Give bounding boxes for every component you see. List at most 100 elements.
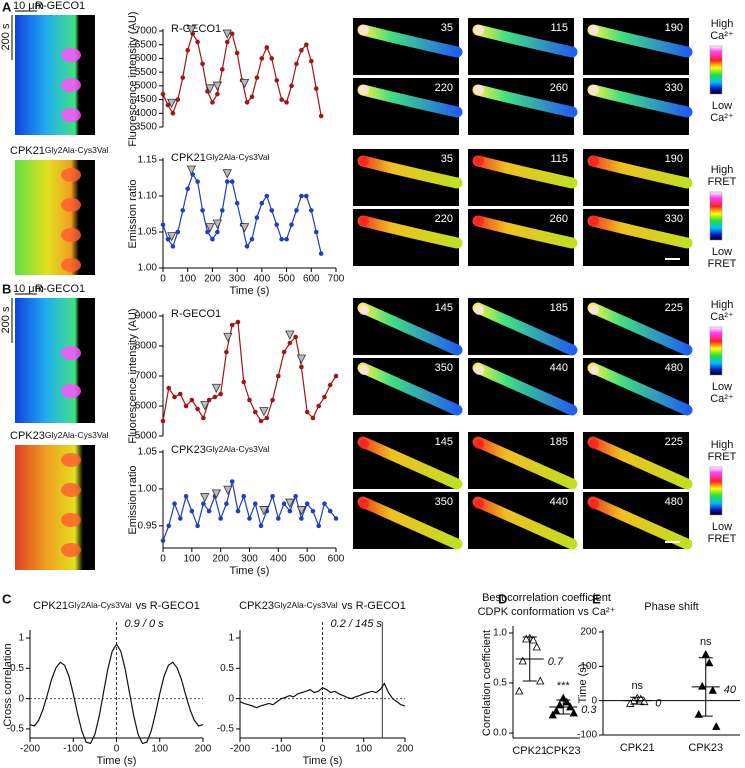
sd-bar [630, 696, 645, 705]
data-point [205, 229, 210, 235]
pollen-tube [587, 362, 693, 416]
y-tick-label: 0 [228, 693, 234, 704]
pollen-tip [589, 439, 599, 449]
x-tick-label: 200 [212, 554, 229, 565]
frame-time: 480 [665, 496, 683, 508]
pollen-tip [589, 499, 599, 509]
frame-marker [285, 330, 295, 340]
scale-label: 10 μm [13, 283, 44, 295]
data-point [170, 244, 176, 249]
data-point [333, 373, 339, 379]
x-tick-label: 500 [278, 274, 295, 285]
kymograph-label: CPK23Gly2Ala-Cys3Val [10, 430, 109, 442]
x-tick-label: CPK21 [620, 742, 655, 754]
data-point [201, 415, 206, 421]
y-tick-label: 7000 [135, 26, 158, 37]
data-point [626, 699, 635, 707]
frame-time: 185 [550, 436, 568, 448]
series-line [162, 173, 322, 254]
frame-time: 145 [435, 302, 453, 314]
series-name: CPK21 [171, 152, 206, 164]
kymograph-feature [61, 346, 81, 360]
kymograph-feature [61, 198, 81, 212]
colorbar [709, 45, 723, 95]
data-point [170, 110, 176, 116]
y-tick-label: 4500 [135, 94, 158, 105]
data-point [254, 75, 260, 80]
y-axis-label: Fluorescence intensity (AU) [127, 308, 139, 443]
data-point [229, 479, 235, 484]
x-tick-label: 400 [270, 554, 287, 565]
pollen-tube [472, 84, 578, 118]
data-point [244, 100, 250, 105]
x-tick-label: -200 [20, 744, 40, 755]
data-point [708, 686, 717, 694]
panel-letter: D [498, 591, 507, 606]
data-point [183, 403, 189, 409]
pollen-tube [472, 302, 578, 356]
kymograph-label-name: CPK21 [10, 145, 45, 157]
data-point [212, 394, 218, 400]
data-point [264, 415, 270, 421]
y-tick-label: 1.15 [138, 155, 158, 166]
sd-bar [556, 699, 571, 715]
frame-marker [222, 29, 232, 39]
frame-marker [167, 98, 177, 109]
data-point [234, 200, 240, 206]
data-point [289, 83, 294, 89]
y-axis-label: Cross correlation [2, 643, 14, 726]
data-point [200, 61, 205, 67]
series-label: R-GECO1 [171, 23, 221, 35]
pollen-tube [472, 215, 578, 249]
y-tick-label: 0 [18, 693, 24, 704]
colorbar-label: High [711, 439, 734, 451]
data-point [185, 186, 191, 192]
x-tick-label: CPK23 [546, 745, 581, 757]
pollen-tip [589, 25, 599, 35]
title-tail: vs R-GECO1 [342, 600, 406, 612]
data-point [264, 45, 270, 50]
y-tick-label: 0.5 [10, 663, 24, 674]
data-point [224, 39, 230, 45]
x-tick-label: 100 [179, 274, 196, 285]
data-point [276, 373, 281, 379]
data-point [316, 403, 322, 409]
colorbar-label: Low [712, 381, 732, 393]
kymograph-feature [61, 258, 81, 272]
data-point [241, 494, 247, 499]
panel-letter: C [2, 591, 12, 606]
y-tick-label: 100 [580, 661, 597, 672]
series-name-sub: Gly2Ala-Cys3Val [206, 152, 270, 162]
frame-marker [296, 354, 307, 364]
data-point [529, 635, 538, 644]
data-point [172, 394, 177, 400]
y-tick-label: 5000 [135, 80, 158, 91]
data-point [698, 681, 707, 690]
pollen-tube [357, 436, 463, 490]
frame-marker [239, 78, 250, 89]
y-tick-label: 5500 [135, 67, 158, 78]
frame-time: 220 [435, 213, 453, 225]
y-axis-label: Time (s) [577, 664, 589, 704]
data-point [234, 50, 240, 56]
data-point [313, 86, 319, 91]
x-tick-label: 100 [151, 744, 168, 755]
frame-time: 440 [550, 362, 568, 374]
data-point [195, 39, 200, 45]
data-point [229, 31, 235, 37]
significance: ns [700, 636, 712, 648]
pollen-tube [587, 24, 693, 58]
kymograph-label: R-GECO1 [35, 283, 85, 295]
x-axis-label: Time (s) [97, 755, 137, 767]
panel-letter: B [2, 281, 11, 296]
data-point [224, 179, 230, 184]
annotation: 0.9 / 0 s [125, 618, 165, 630]
pollen-tip [589, 305, 599, 315]
kymograph [15, 15, 95, 135]
data-point [299, 516, 304, 521]
data-point [304, 193, 309, 199]
x-tick-label: 200 [195, 744, 212, 755]
frame-marker [200, 493, 210, 503]
frame-time: 190 [665, 153, 683, 165]
